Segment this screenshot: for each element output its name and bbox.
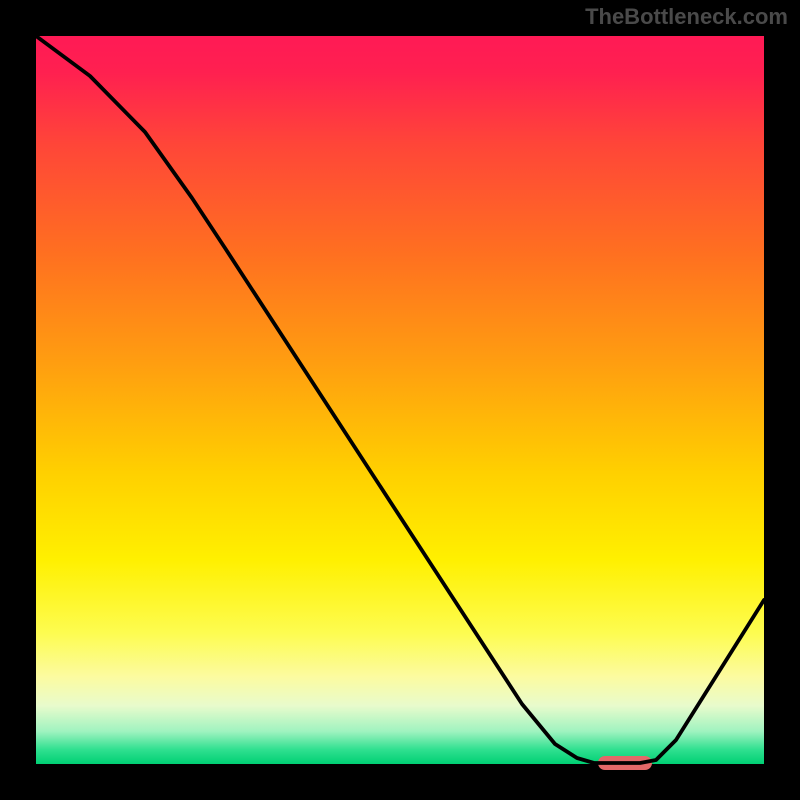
chart-container: TheBottleneck.com xyxy=(0,0,800,800)
chart-svg xyxy=(0,0,800,800)
plot-background xyxy=(36,36,764,764)
attribution-text: TheBottleneck.com xyxy=(585,4,788,30)
